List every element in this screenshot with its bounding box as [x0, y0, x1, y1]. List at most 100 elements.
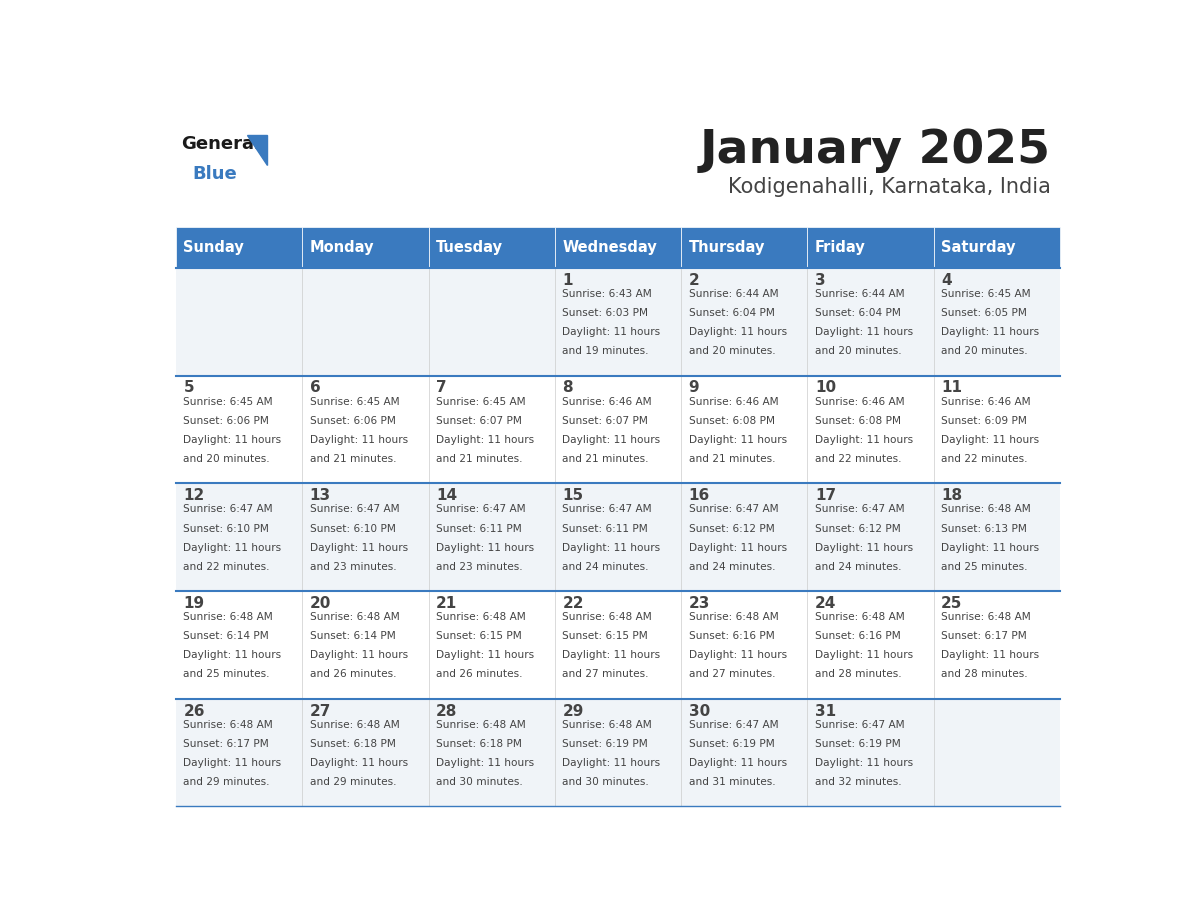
Bar	[555, 268, 681, 375]
Text: Sunset: 6:12 PM: Sunset: 6:12 PM	[815, 523, 901, 533]
Text: Daylight: 11 hours: Daylight: 11 hours	[815, 327, 912, 337]
Text: Sunset: 6:07 PM: Sunset: 6:07 PM	[436, 416, 522, 426]
Text: Sunset: 6:12 PM: Sunset: 6:12 PM	[689, 523, 775, 533]
Text: Daylight: 11 hours: Daylight: 11 hours	[310, 650, 407, 660]
Text: Sunset: 6:08 PM: Sunset: 6:08 PM	[815, 416, 901, 426]
Bar	[555, 375, 681, 483]
Text: 2: 2	[689, 273, 700, 287]
Text: 4: 4	[941, 273, 952, 287]
Text: Sunrise: 6:44 AM: Sunrise: 6:44 AM	[689, 289, 778, 299]
Text: Sunset: 6:06 PM: Sunset: 6:06 PM	[310, 416, 396, 426]
Text: 28: 28	[436, 703, 457, 719]
Text: 29: 29	[562, 703, 583, 719]
Text: and 20 minutes.: and 20 minutes.	[183, 454, 270, 464]
Bar	[808, 483, 934, 591]
Text: Sunrise: 6:48 AM: Sunrise: 6:48 AM	[436, 720, 526, 730]
Text: Sunset: 6:19 PM: Sunset: 6:19 PM	[815, 739, 901, 749]
Text: Sunrise: 6:47 AM: Sunrise: 6:47 AM	[562, 505, 652, 514]
Bar	[176, 227, 303, 268]
Text: and 25 minutes.: and 25 minutes.	[941, 562, 1028, 572]
Bar	[303, 699, 429, 806]
Text: 30: 30	[689, 703, 709, 719]
Text: Sunset: 6:16 PM: Sunset: 6:16 PM	[815, 632, 901, 642]
Text: Sunrise: 6:48 AM: Sunrise: 6:48 AM	[562, 720, 652, 730]
Text: 25: 25	[941, 596, 962, 610]
Text: Sunrise: 6:46 AM: Sunrise: 6:46 AM	[689, 397, 778, 407]
Text: Kodigenahalli, Karnataka, India: Kodigenahalli, Karnataka, India	[728, 177, 1051, 197]
Bar	[429, 591, 555, 699]
Text: 31: 31	[815, 703, 836, 719]
Text: Sunrise: 6:48 AM: Sunrise: 6:48 AM	[941, 505, 1031, 514]
Text: Sunset: 6:19 PM: Sunset: 6:19 PM	[689, 739, 775, 749]
Text: 15: 15	[562, 488, 583, 503]
Text: Daylight: 11 hours: Daylight: 11 hours	[436, 758, 535, 768]
Text: Daylight: 11 hours: Daylight: 11 hours	[815, 435, 912, 445]
Text: Sunrise: 6:47 AM: Sunrise: 6:47 AM	[815, 720, 904, 730]
Text: Sunrise: 6:48 AM: Sunrise: 6:48 AM	[310, 720, 399, 730]
Text: and 29 minutes.: and 29 minutes.	[310, 778, 397, 787]
Text: Daylight: 11 hours: Daylight: 11 hours	[689, 327, 786, 337]
Bar	[429, 699, 555, 806]
Text: Daylight: 11 hours: Daylight: 11 hours	[562, 435, 661, 445]
Text: and 22 minutes.: and 22 minutes.	[815, 454, 902, 464]
Text: Daylight: 11 hours: Daylight: 11 hours	[183, 435, 282, 445]
Text: Sunrise: 6:46 AM: Sunrise: 6:46 AM	[815, 397, 904, 407]
Bar	[429, 483, 555, 591]
Bar	[176, 699, 303, 806]
Text: Sunrise: 6:46 AM: Sunrise: 6:46 AM	[562, 397, 652, 407]
Bar	[934, 591, 1060, 699]
Bar	[808, 375, 934, 483]
Bar	[681, 591, 808, 699]
Bar	[176, 591, 303, 699]
Bar	[681, 375, 808, 483]
Text: Sunset: 6:15 PM: Sunset: 6:15 PM	[562, 632, 647, 642]
Text: and 21 minutes.: and 21 minutes.	[436, 454, 523, 464]
Text: Daylight: 11 hours: Daylight: 11 hours	[941, 543, 1040, 553]
Text: Sunset: 6:06 PM: Sunset: 6:06 PM	[183, 416, 270, 426]
Text: Sunrise: 6:47 AM: Sunrise: 6:47 AM	[689, 505, 778, 514]
Text: and 24 minutes.: and 24 minutes.	[562, 562, 649, 572]
Text: and 25 minutes.: and 25 minutes.	[183, 669, 270, 679]
Text: Monday: Monday	[310, 240, 374, 255]
Bar	[555, 699, 681, 806]
Text: Sunday: Sunday	[183, 240, 245, 255]
Text: Sunset: 6:10 PM: Sunset: 6:10 PM	[183, 523, 270, 533]
Text: Sunset: 6:11 PM: Sunset: 6:11 PM	[436, 523, 522, 533]
Text: 14: 14	[436, 488, 457, 503]
Text: Sunset: 6:11 PM: Sunset: 6:11 PM	[562, 523, 647, 533]
Text: and 30 minutes.: and 30 minutes.	[562, 778, 649, 787]
Bar	[303, 227, 429, 268]
Text: Sunset: 6:04 PM: Sunset: 6:04 PM	[815, 308, 901, 318]
Text: Sunrise: 6:43 AM: Sunrise: 6:43 AM	[562, 289, 652, 299]
Bar	[934, 227, 1060, 268]
Bar	[934, 268, 1060, 375]
Text: Sunrise: 6:48 AM: Sunrise: 6:48 AM	[941, 612, 1031, 622]
Text: Sunrise: 6:44 AM: Sunrise: 6:44 AM	[815, 289, 904, 299]
Text: Daylight: 11 hours: Daylight: 11 hours	[689, 758, 786, 768]
Text: Blue: Blue	[192, 165, 238, 184]
Text: Daylight: 11 hours: Daylight: 11 hours	[562, 543, 661, 553]
Text: 26: 26	[183, 703, 206, 719]
Bar	[681, 699, 808, 806]
Bar	[176, 268, 303, 375]
Text: Sunrise: 6:47 AM: Sunrise: 6:47 AM	[689, 720, 778, 730]
Bar	[303, 268, 429, 375]
Text: and 28 minutes.: and 28 minutes.	[941, 669, 1028, 679]
Text: January 2025: January 2025	[700, 128, 1051, 173]
Text: and 28 minutes.: and 28 minutes.	[815, 669, 902, 679]
Text: Tuesday: Tuesday	[436, 240, 503, 255]
Bar	[303, 591, 429, 699]
Text: Sunrise: 6:48 AM: Sunrise: 6:48 AM	[562, 612, 652, 622]
Text: and 27 minutes.: and 27 minutes.	[689, 669, 775, 679]
Bar	[934, 483, 1060, 591]
Text: 18: 18	[941, 488, 962, 503]
Text: Sunrise: 6:45 AM: Sunrise: 6:45 AM	[941, 289, 1031, 299]
Text: Daylight: 11 hours: Daylight: 11 hours	[562, 327, 661, 337]
Text: and 31 minutes.: and 31 minutes.	[689, 778, 776, 787]
Text: Sunset: 6:16 PM: Sunset: 6:16 PM	[689, 632, 775, 642]
Text: 21: 21	[436, 596, 457, 610]
Text: Sunrise: 6:48 AM: Sunrise: 6:48 AM	[436, 612, 526, 622]
Text: and 21 minutes.: and 21 minutes.	[689, 454, 775, 464]
Bar	[808, 227, 934, 268]
Text: Daylight: 11 hours: Daylight: 11 hours	[941, 435, 1040, 445]
